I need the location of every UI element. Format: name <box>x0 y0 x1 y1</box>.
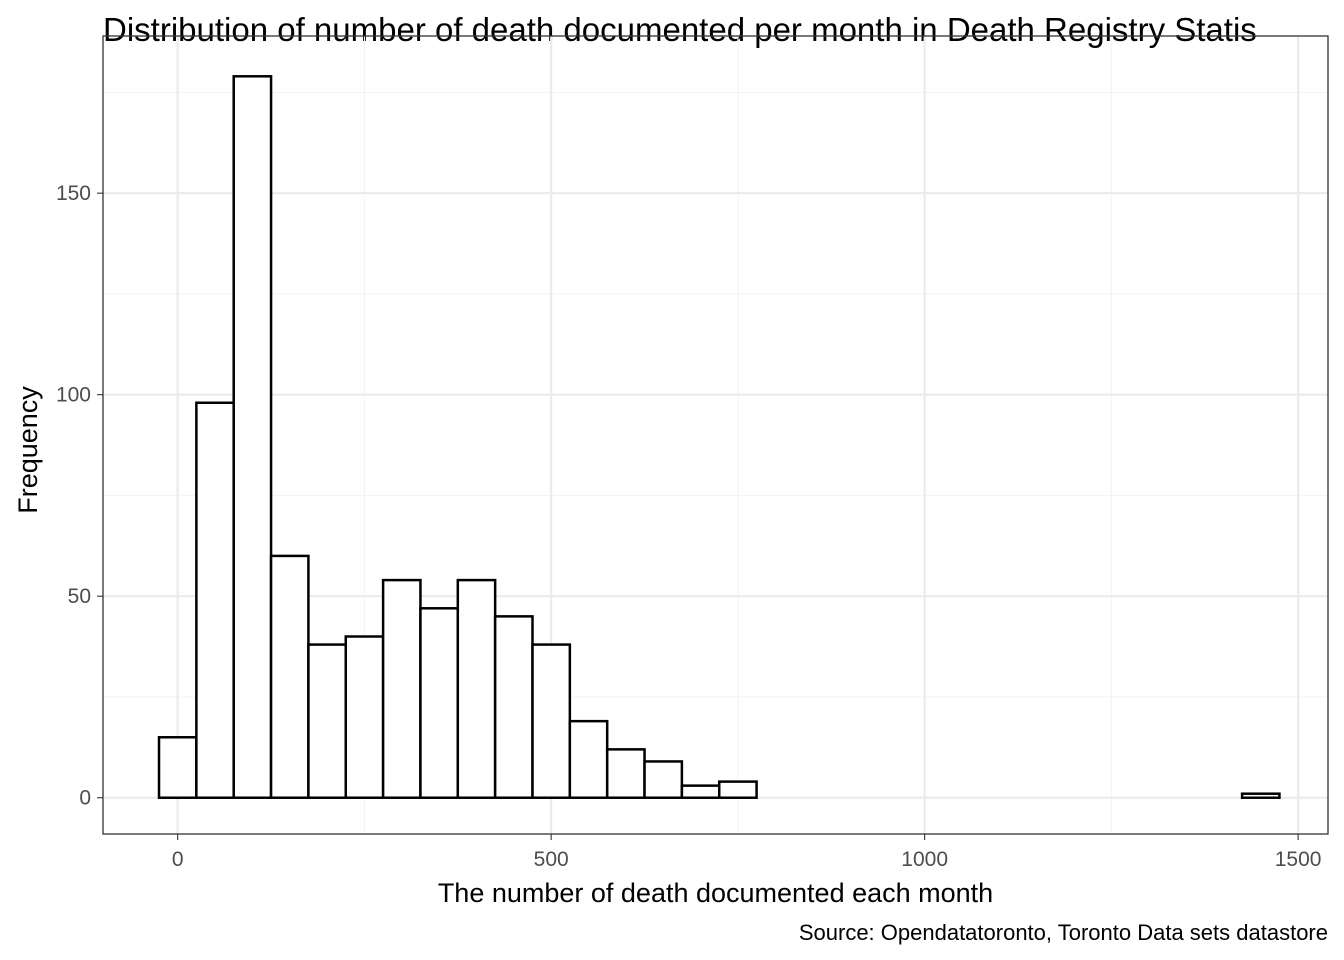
y-tick-label: 100 <box>56 384 91 407</box>
histogram-bar <box>605 748 646 799</box>
x-axis: 0 500 1000 1500 <box>172 834 1322 871</box>
histogram-bar <box>493 615 534 799</box>
x-axis-title: The number of death documented each mont… <box>438 878 993 908</box>
y-tick-label: 0 <box>79 787 91 810</box>
chart-caption: Source: Opendatatoronto, Toronto Data se… <box>799 920 1328 945</box>
histogram-bar <box>419 607 460 799</box>
histogram-bar <box>680 784 721 799</box>
histogram-bar <box>568 719 609 799</box>
x-tick-label: 500 <box>534 848 569 871</box>
x-tick-label: 1500 <box>1275 848 1322 871</box>
y-tick-label: 50 <box>68 585 91 608</box>
histogram-bar <box>643 760 684 799</box>
histogram-bar <box>344 635 385 799</box>
chart-title: Distribution of number of death document… <box>103 11 1257 48</box>
y-tick-label: 150 <box>56 182 91 205</box>
histogram-bar <box>1240 792 1281 799</box>
histogram-bars <box>157 75 1281 799</box>
histogram-bar <box>232 75 273 799</box>
histogram-bar <box>531 643 572 799</box>
x-tick-label: 1000 <box>901 848 948 871</box>
plot-panel-border <box>102 35 1329 835</box>
histogram-bar <box>195 401 235 799</box>
histogram-bar <box>717 780 758 799</box>
y-axis: 0 50 100 150 <box>56 182 103 810</box>
histogram-bar <box>456 578 497 799</box>
y-axis-title: Frequency <box>13 386 43 514</box>
x-tick-label: 0 <box>172 848 184 871</box>
histogram-bar <box>157 736 198 799</box>
histogram-bar <box>269 554 310 799</box>
histogram-bar <box>381 578 422 799</box>
histogram-bar <box>307 643 348 799</box>
